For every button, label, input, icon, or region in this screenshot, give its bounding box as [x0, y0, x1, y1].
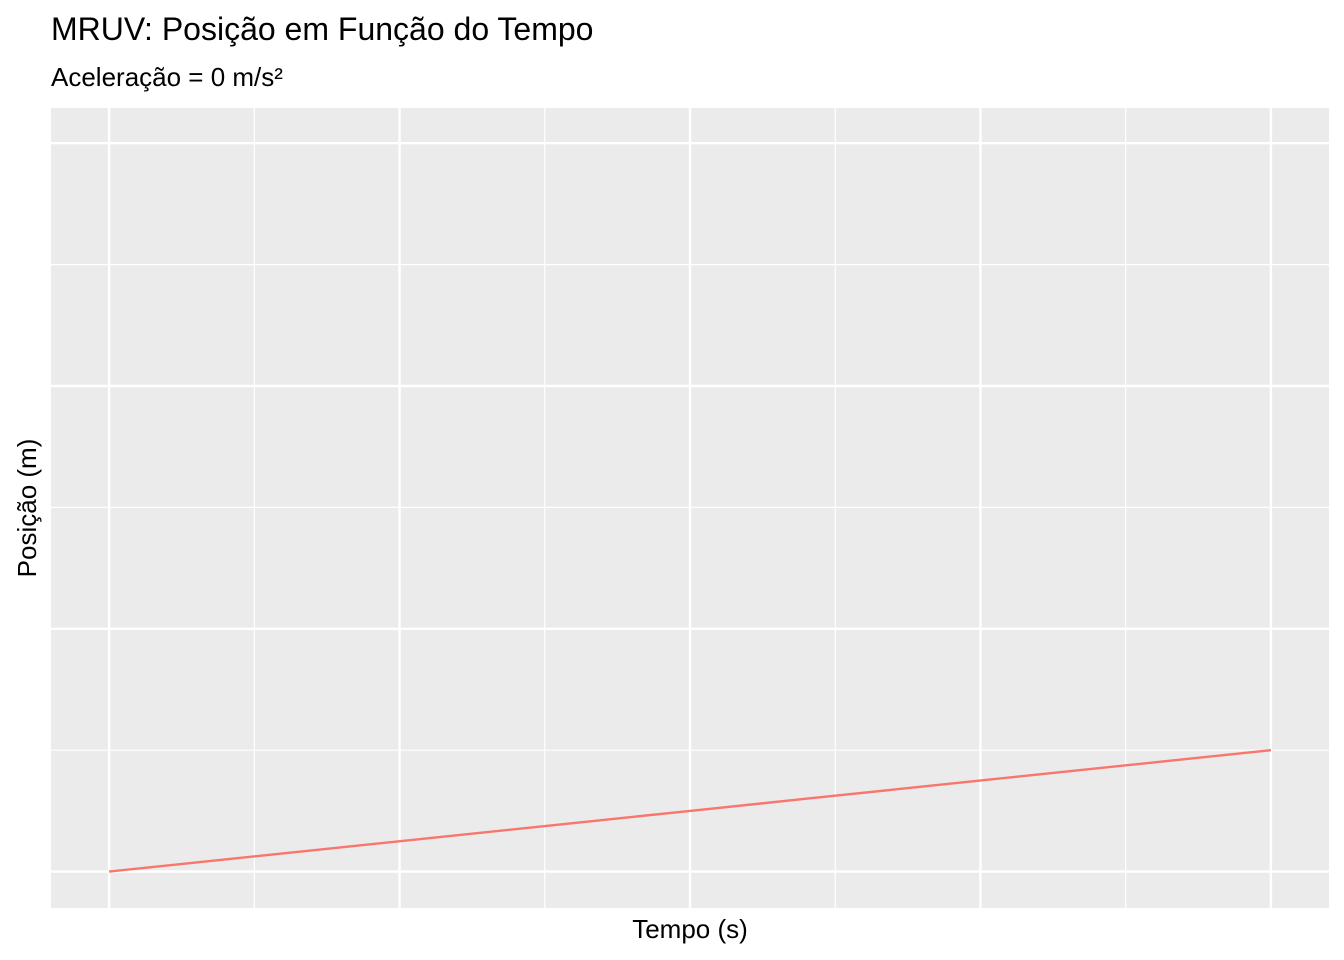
- data-line: [108, 748, 1272, 873]
- x-axis-title: Tempo (s): [632, 914, 748, 944]
- chart-title: MRUV: Posição em Função do Tempo: [51, 11, 593, 47]
- chart-subtitle: Aceleração = 0 m/s²: [51, 62, 283, 92]
- y-axis-title: Posição (m): [12, 439, 42, 578]
